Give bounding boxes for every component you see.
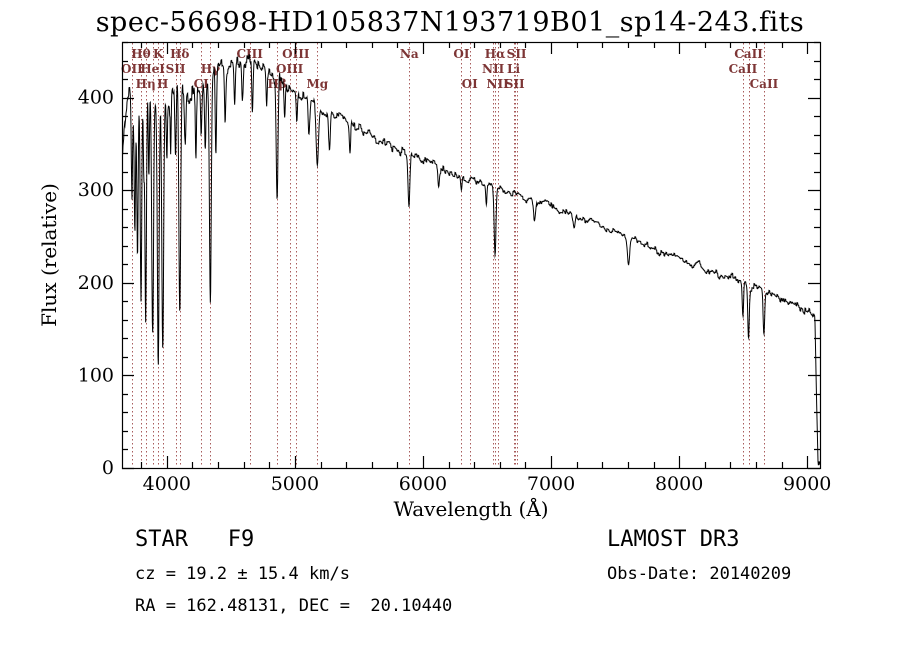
plot-title: spec-56698-HD105837N193719B01_sp14-243.f… bbox=[95, 7, 805, 38]
survey-release-label: LAMOST DR3 bbox=[607, 527, 740, 552]
cz-velocity-label: cz = 19.2 ± 15.4 km/s bbox=[135, 564, 350, 584]
ra-dec-label: RA = 162.48131, DEC = 20.10440 bbox=[135, 596, 453, 616]
object-class-label: STAR F9 bbox=[135, 527, 255, 552]
obs-date-label: Obs-Date: 20140209 bbox=[607, 564, 792, 584]
